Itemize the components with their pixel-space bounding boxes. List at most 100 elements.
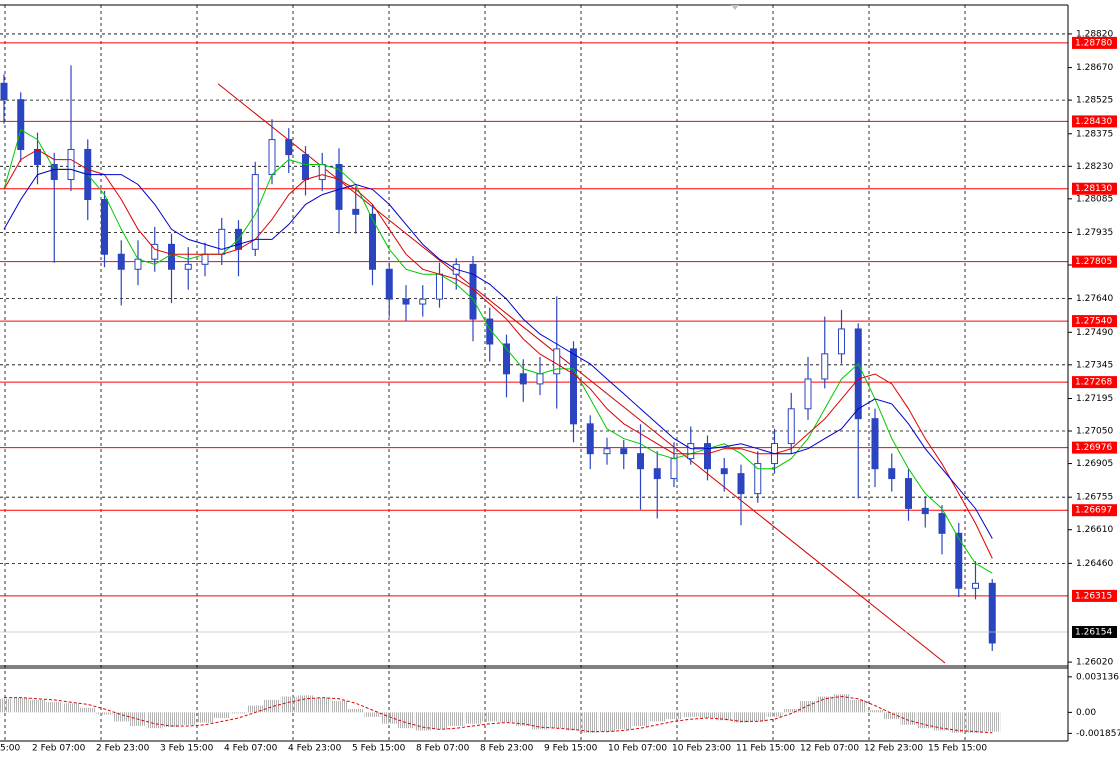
osc-bar xyxy=(850,699,867,713)
candle-body xyxy=(620,448,628,455)
candle-body xyxy=(436,273,443,300)
y-tick-label: 1.28085 xyxy=(1076,194,1113,204)
osc-bar xyxy=(46,702,63,713)
osc-bar xyxy=(800,701,816,713)
osc-bar xyxy=(883,712,900,720)
osc-bar xyxy=(213,712,230,719)
axes: 1.28820 1.28670 1.28525 1.28375 1.28230 1.280… xyxy=(0,29,1120,753)
y-tick-label: 1.28375 xyxy=(1076,129,1113,139)
osc-bar xyxy=(599,712,615,732)
candle-body xyxy=(838,328,845,355)
moving-average xyxy=(3,128,993,574)
x-tick-label: 10 Feb 07:00 xyxy=(608,744,667,754)
level-label: 1.27805 xyxy=(1075,257,1112,267)
candle-body xyxy=(854,328,862,420)
osc-bar xyxy=(582,712,599,733)
y-tick-label: 1.26020 xyxy=(1076,658,1113,668)
osc-tick-label: -0.001857 xyxy=(1076,729,1120,739)
osc-bar xyxy=(431,712,448,730)
candle-body xyxy=(285,139,293,156)
x-tick-label: 8 Feb 23:00 xyxy=(480,744,534,754)
osc-bar xyxy=(347,708,364,713)
osc-bar xyxy=(264,699,280,713)
osc-bar xyxy=(816,696,833,713)
osc-bar xyxy=(917,712,934,729)
candle-body xyxy=(519,373,527,385)
candle-body xyxy=(419,298,427,305)
y-tick-label: 1.27935 xyxy=(1076,228,1113,238)
osc-bar xyxy=(247,705,264,713)
level-label-bg xyxy=(1072,255,1117,268)
osc-bar xyxy=(29,699,46,713)
candle-body xyxy=(603,448,611,455)
osc-bar xyxy=(79,707,96,713)
osc-bar xyxy=(163,712,180,728)
candle-body xyxy=(184,263,192,270)
candle-body xyxy=(553,348,561,375)
osc-bar xyxy=(197,712,213,723)
osc-bar xyxy=(297,695,314,713)
y-tick-label: 1.27490 xyxy=(1076,328,1113,338)
level-label-bg xyxy=(1072,115,1117,128)
x-tick-label: 2 Feb 23:00 xyxy=(96,744,150,754)
x-tick-label: 4 Feb 07:00 xyxy=(224,744,278,754)
candle-body xyxy=(0,82,8,101)
osc-bar xyxy=(783,708,800,713)
osc-bar xyxy=(515,712,532,726)
osc-bar xyxy=(146,712,163,729)
candle-body xyxy=(637,453,644,470)
osc-bar xyxy=(766,712,783,717)
candle-body xyxy=(670,458,678,480)
y-tick-label: 1.28820 xyxy=(1076,29,1113,39)
osc-bar xyxy=(984,712,1001,732)
osc-bar xyxy=(331,701,347,713)
candle-body xyxy=(486,318,494,345)
candle-body xyxy=(921,507,929,515)
level-label-bg xyxy=(1072,182,1117,195)
osc-bar xyxy=(867,710,883,713)
candle-body xyxy=(972,582,979,589)
candle-body xyxy=(218,228,226,255)
osc-bar xyxy=(381,712,398,724)
y-tick-label: 1.26905 xyxy=(1076,459,1113,469)
candle-body xyxy=(905,478,912,509)
x-tick-label: 10 Feb 23:00 xyxy=(672,744,731,754)
candle-body xyxy=(586,423,594,455)
osc-bar xyxy=(716,712,733,721)
candle-body xyxy=(821,353,829,380)
x-tick-label: 8 Feb 07:00 xyxy=(416,744,470,754)
candle-body xyxy=(687,443,695,460)
candle-body xyxy=(151,243,159,260)
osc-bar xyxy=(498,712,515,723)
moving-average xyxy=(3,168,993,539)
x-tick-label: 12 Feb 23:00 xyxy=(864,744,923,754)
osc-bar xyxy=(448,712,465,726)
x-tick-label: 9 Feb 15:00 xyxy=(544,744,598,754)
osc-bar xyxy=(967,712,984,733)
candle-body xyxy=(117,253,125,270)
x-tick-label: 4 Feb 23:00 xyxy=(288,744,342,754)
x-tick-label: 5 Feb 15:00 xyxy=(352,744,406,754)
level-label: 1.26976 xyxy=(1075,443,1112,453)
x-tick-label: 2 Feb 07:00 xyxy=(32,744,86,754)
candle-body xyxy=(402,298,410,305)
osc-bar xyxy=(733,712,749,723)
osc-bar xyxy=(532,712,548,730)
y-tick-label: 1.26610 xyxy=(1076,525,1113,535)
osc-bar xyxy=(280,696,297,713)
candle-body xyxy=(720,468,728,475)
x-tick-label: 3 Feb 15:00 xyxy=(160,744,214,754)
level-label-bg xyxy=(1072,376,1117,389)
candle-body xyxy=(653,468,661,480)
y-tick-label: 1.27640 xyxy=(1076,294,1113,304)
y-tick-label: 1.26460 xyxy=(1076,559,1113,569)
candle-body xyxy=(888,468,896,480)
osc-bar xyxy=(364,712,381,717)
candle-body xyxy=(17,99,25,150)
candle-body xyxy=(754,463,762,495)
candle-body xyxy=(34,148,41,166)
candle-body xyxy=(536,373,544,385)
candle-body xyxy=(988,582,996,644)
